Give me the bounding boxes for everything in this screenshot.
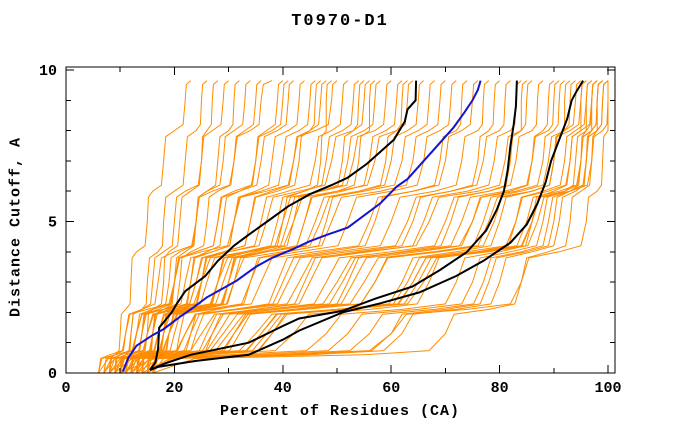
ensemble-curve	[119, 80, 376, 373]
ensemble-curve	[141, 80, 609, 373]
ensemble-curve	[130, 80, 490, 373]
ensemble-curve	[136, 80, 332, 373]
ensemble-curve	[146, 80, 468, 373]
ensemble-curve	[114, 80, 229, 373]
x-tick-label: 80	[491, 380, 509, 397]
black-curve-2	[149, 80, 518, 371]
ensemble-curve	[146, 80, 528, 373]
ensemble-curve	[141, 80, 240, 373]
ensemble-curve	[141, 80, 555, 373]
x-axis-label: Percent of Residues (CA)	[219, 403, 461, 420]
y-tick-label: 5	[48, 215, 57, 232]
ensemble-curve	[125, 80, 365, 373]
ensemble-curve	[108, 80, 192, 373]
ensemble-curve	[125, 80, 544, 373]
blue-curve	[121, 80, 482, 372]
ensemble-curve	[141, 80, 446, 373]
ensemble-curve	[125, 80, 349, 373]
x-tick-label: 60	[382, 380, 400, 397]
ensemble-curve	[103, 80, 533, 373]
plot-frame	[65, 66, 616, 374]
ensemble-curve	[109, 80, 609, 373]
ensemble-curve	[136, 80, 593, 373]
ensemble-curve	[98, 80, 338, 373]
ensemble-curve	[114, 80, 316, 373]
ensemble-curve	[119, 80, 576, 373]
ensemble-curve	[108, 80, 294, 373]
ensemble-curve	[130, 80, 598, 373]
ensemble-curve	[152, 80, 609, 373]
y-tick-label: 0	[48, 366, 57, 383]
ensemble-curve	[147, 80, 603, 373]
ensemble-curve	[152, 80, 408, 373]
ensemble-curve	[141, 80, 609, 373]
x-tick-label: 20	[165, 380, 183, 397]
ensemble-curve	[136, 80, 522, 373]
ensemble-curve	[125, 80, 587, 373]
ensemble-curve	[136, 80, 598, 373]
black-curve-1	[149, 80, 418, 371]
black-curve-3	[149, 80, 584, 371]
x-tick-label: 100	[594, 380, 621, 397]
chart-title: T0970-D1	[291, 12, 389, 31]
x-tick-label: 40	[274, 380, 292, 397]
ensemble-curve	[98, 80, 565, 373]
ensemble-curve	[114, 80, 593, 373]
ensemble-curve	[114, 80, 560, 373]
ensemble-curve	[108, 80, 479, 373]
ensemble-curve	[130, 80, 598, 373]
x-tick-label: 0	[61, 380, 70, 397]
ensemble-curve	[98, 80, 322, 373]
y-tick-label: 10	[39, 63, 57, 80]
ensemble-curve	[152, 80, 500, 373]
ensemble-curve	[103, 80, 571, 373]
